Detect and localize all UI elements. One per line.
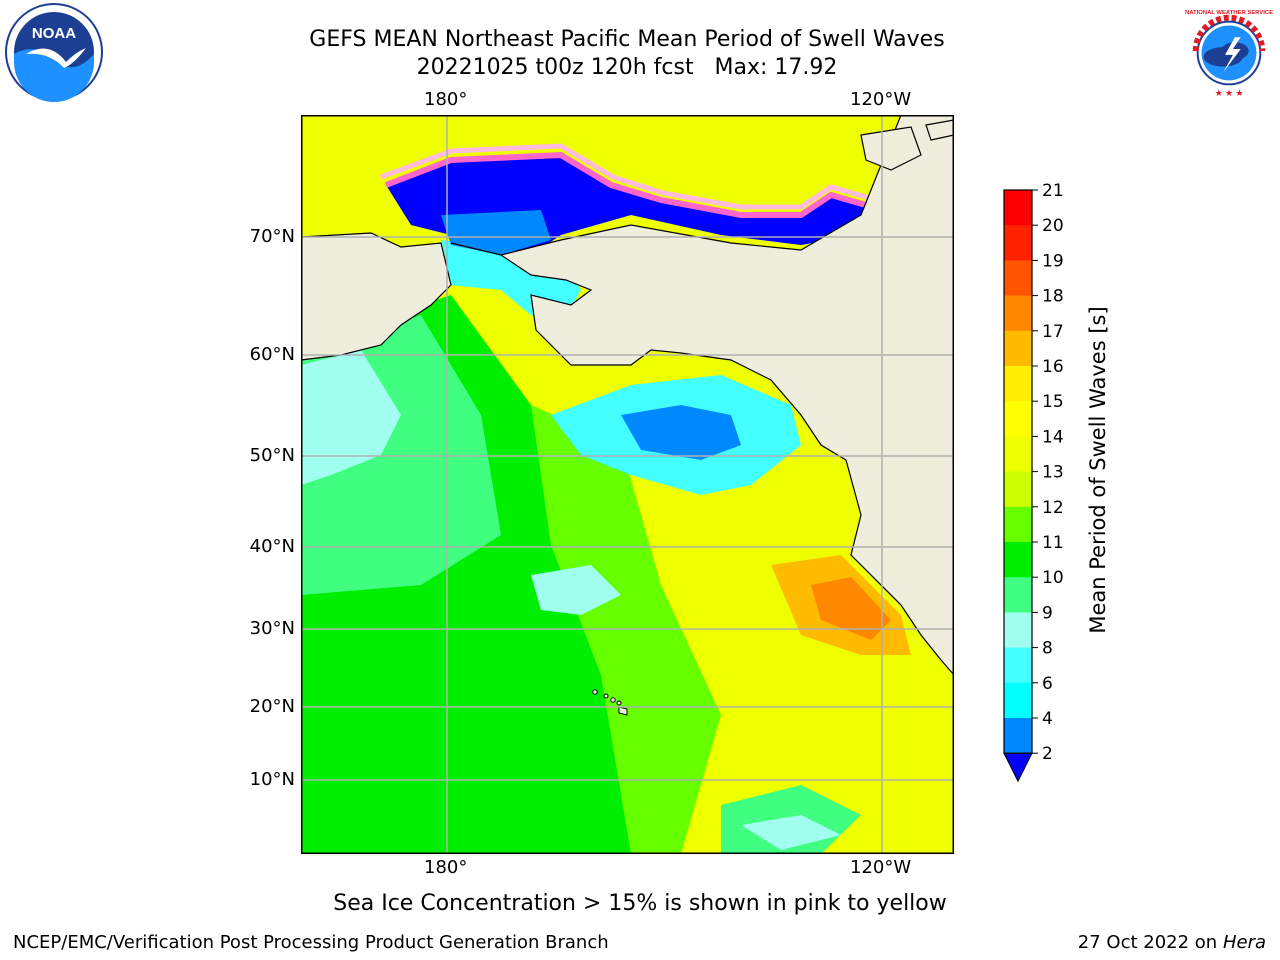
colorbar-tick-9: 9 bbox=[1042, 603, 1053, 623]
lon-label-bottom-120w: 120°W bbox=[850, 857, 912, 878]
nws-logo-text: NATIONAL WEATHER SERVICE bbox=[1185, 10, 1273, 16]
land-arctic-islands bbox=[860, 119, 954, 171]
colorbar-segment-18 bbox=[1004, 295, 1032, 332]
gulf-alaska-blue bbox=[621, 405, 741, 460]
map-gridlines bbox=[301, 115, 954, 854]
lat-label-20n: 20°N bbox=[249, 696, 295, 717]
footer-date-text: 27 Oct 2022 on bbox=[1077, 932, 1223, 953]
colorbar-segment-16 bbox=[1004, 366, 1032, 402]
colorbar-segment-20 bbox=[1004, 225, 1032, 261]
colorbar-tick-18: 18 bbox=[1042, 287, 1064, 307]
colorbar-extend-arrow bbox=[1003, 752, 1033, 783]
colorbar-tick-17: 17 bbox=[1042, 322, 1064, 342]
nws-logo: ★ ★ ★ NATIONAL WEATHER SERVICE bbox=[1182, 4, 1276, 98]
lat-label-10n: 10°N bbox=[249, 769, 295, 790]
colorbar-segment-9 bbox=[1004, 612, 1032, 649]
colorbar-segment-11 bbox=[1004, 542, 1032, 578]
colorbar-tick-16: 16 bbox=[1042, 357, 1064, 377]
colorbar-segment-17 bbox=[1004, 330, 1032, 367]
lat-label-30n: 30°N bbox=[249, 618, 295, 639]
sea-ice-note: Sea Ice Concentration > 15% is shown in … bbox=[333, 891, 947, 916]
colorbar-segment-13 bbox=[1004, 471, 1032, 508]
svg-text:★ ★ ★: ★ ★ ★ bbox=[1215, 88, 1244, 98]
colorbar-tick-2: 2 bbox=[1042, 744, 1053, 764]
colorbar-tick-21: 21 bbox=[1042, 181, 1064, 201]
lon-label-top-120w: 120°W bbox=[850, 89, 912, 110]
footer-date: 27 Oct 2022 on Hera bbox=[1078, 933, 1266, 953]
ocean-orange-core bbox=[811, 577, 891, 640]
colorbar-segment-19 bbox=[1004, 260, 1032, 297]
colorbar-segment-14 bbox=[1004, 436, 1032, 473]
colorbar: 21 20 19 18 17 16 15 14 13 12 11 10 9 8 6 4 2 bbox=[1003, 181, 1064, 783]
noaa-logo: NOAA bbox=[5, 3, 103, 102]
colorbar-segment-21 bbox=[1004, 190, 1032, 226]
lat-label-50n: 50°N bbox=[249, 445, 295, 466]
ocean-mid-cyan bbox=[531, 565, 621, 615]
footer-host: Hera bbox=[1222, 932, 1266, 953]
colorbar-tick-6: 6 bbox=[1042, 674, 1053, 694]
colorbar-tick-13: 13 bbox=[1042, 463, 1064, 483]
colorbar-segment-12 bbox=[1004, 506, 1032, 543]
ice-edge-outer bbox=[380, 143, 948, 243]
colorbar-segment-8 bbox=[1004, 647, 1032, 684]
colorbar-segment-4 bbox=[1004, 718, 1032, 754]
ocean-se-cyan bbox=[741, 815, 841, 850]
chart-subtitle: 20221025 t00z 120h fcst Max: 17.92 bbox=[416, 55, 838, 80]
colorbar-tick-11: 11 bbox=[1042, 533, 1064, 553]
colorbar-tick-10: 10 bbox=[1042, 568, 1064, 588]
chart-title: GEFS MEAN Northeast Pacific Mean Period … bbox=[309, 27, 945, 52]
map-frame bbox=[301, 115, 954, 854]
colorbar-tick-4: 4 bbox=[1042, 709, 1053, 729]
colorbar-tick-20: 20 bbox=[1042, 216, 1064, 236]
lon-label-bottom-180: 180° bbox=[424, 857, 468, 878]
colorbar-segment-6 bbox=[1004, 682, 1032, 719]
colorbar-segment-15 bbox=[1004, 401, 1032, 437]
hawaii-islands bbox=[592, 689, 628, 716]
lon-label-top-180: 180° bbox=[424, 89, 468, 110]
noaa-logo-text: NOAA bbox=[32, 25, 76, 42]
colorbar-label: Mean Period of Swell Waves [s] bbox=[1086, 306, 1110, 634]
colorbar-tick-12: 12 bbox=[1042, 498, 1064, 518]
lat-label-70n: 70°N bbox=[249, 226, 295, 247]
colorbar-tick-19: 19 bbox=[1042, 251, 1064, 271]
land-asia bbox=[301, 232, 452, 361]
colorbar-tick-15: 15 bbox=[1042, 392, 1064, 412]
swell-period-map bbox=[301, 115, 954, 854]
lat-label-60n: 60°N bbox=[249, 344, 295, 365]
land-north-america bbox=[450, 115, 954, 676]
colorbar-tick-14: 14 bbox=[1042, 427, 1064, 447]
footer-credit: NCEP/EMC/Verification Post Processing Pr… bbox=[13, 932, 609, 953]
colorbar-segment-10 bbox=[1004, 577, 1032, 613]
arctic-light-blue bbox=[441, 210, 551, 255]
colorbar-tick-8: 8 bbox=[1042, 639, 1053, 659]
ocean-cyan-west bbox=[301, 350, 401, 485]
lat-label-40n: 40°N bbox=[249, 536, 295, 557]
